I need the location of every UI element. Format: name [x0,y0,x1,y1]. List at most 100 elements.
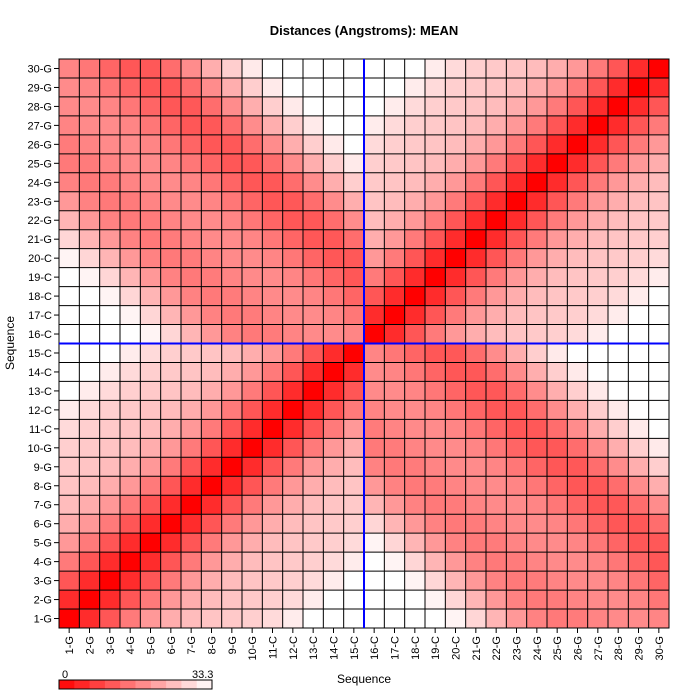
heatmap-cell [343,495,364,515]
heatmap-cell [587,172,608,192]
heatmap-cell [547,609,568,628]
heatmap-cell [282,115,303,135]
heatmap-cell [465,77,486,97]
heatmap-cell [567,115,588,135]
heatmap-cell [282,59,303,78]
heatmap-cell [343,172,364,192]
heatmap-cell [59,514,80,534]
heatmap-cell [160,286,181,306]
heatmap-cell [608,495,629,515]
heatmap-cell [160,571,181,591]
heatmap-cell [242,609,263,628]
heatmap-cell [99,324,120,344]
heatmap-cell [282,590,303,610]
heatmap-cell [242,191,263,211]
heatmap-cell [262,191,283,211]
heatmap-cell [384,210,405,230]
y-tick-label: 21-G [28,234,52,246]
heatmap-cell [567,77,588,97]
heatmap-cell [59,267,80,287]
heatmap-cell [262,438,283,458]
heatmap-cell [526,229,547,249]
heatmap-cell [506,96,527,116]
y-tick-label: 26-G [28,139,52,151]
heatmap-cell [445,96,466,116]
heatmap-cell [160,552,181,572]
x-tick-label: 23-G [512,636,524,660]
legend-swatch [104,680,121,689]
heatmap-cell [79,590,100,610]
heatmap-cell [404,115,425,135]
heatmap-cell [221,533,242,553]
heatmap-cell [628,305,649,325]
heatmap-cell [59,286,80,306]
heatmap-cell [404,77,425,97]
heatmap-cell [608,476,629,496]
heatmap-cell [547,172,568,192]
heatmap-cell [120,191,141,211]
heatmap-cell [303,286,324,306]
heatmap-cell [99,172,120,192]
heatmap-cell [425,419,446,439]
heatmap-cell [221,400,242,420]
heatmap-cell [59,153,80,173]
heatmap-cell [242,514,263,534]
heatmap-cell [567,267,588,287]
heatmap-cell [343,153,364,173]
heatmap-cell [160,609,181,628]
heatmap-cell [323,609,344,628]
heatmap-cell [201,134,222,154]
heatmap-cell [404,172,425,192]
heatmap-cell [648,552,669,572]
heatmap-cell [404,495,425,515]
x-tick-label: 20-C [451,636,463,660]
heatmap-cell [303,457,324,477]
heatmap-cell [343,59,364,78]
heatmap-cell [526,248,547,268]
legend-swatch [74,680,91,689]
heatmap-cell [160,77,181,97]
heatmap-cell [242,571,263,591]
heatmap-cell [608,153,629,173]
heatmap-cell [567,476,588,496]
heatmap-cell [364,343,385,363]
heatmap-cell [282,495,303,515]
heatmap-cell [506,476,527,496]
heatmap-cell [384,77,405,97]
heatmap-cell [303,571,324,591]
heatmap-cell [59,571,80,591]
y-tick-label: 15-C [28,348,52,360]
heatmap-cell [384,305,405,325]
heatmap-cell [608,362,629,382]
heatmap-cell [343,191,364,211]
heatmap-cell [547,438,568,458]
heatmap-cell [486,343,507,363]
heatmap-cell [608,134,629,154]
heatmap-cell [587,457,608,477]
heatmap-cell [425,362,446,382]
heatmap-cell [181,343,202,363]
heatmap-cell [160,153,181,173]
y-axis-ticks: 1-G 2-G 3-G 4-G 5-G 6-G 7-G 8-G 9-G 10-G 11-C 12-C 1… [28,63,59,626]
heatmap-cell [608,229,629,249]
heatmap-cell [120,248,141,268]
heatmap-cell [262,400,283,420]
heatmap-cell [140,419,161,439]
heatmap-cell [648,229,669,249]
heatmap-cell [242,153,263,173]
heatmap-cell [59,343,80,363]
heatmap-cell [140,115,161,135]
heatmap-cell [59,210,80,230]
heatmap-cell [221,476,242,496]
x-tick-label: 22-G [491,636,503,660]
heatmap-cell [404,153,425,173]
heatmap-cell [587,495,608,515]
heatmap-cell [140,514,161,534]
heatmap-cell [384,400,405,420]
heatmap-cell [547,400,568,420]
heatmap-cell [445,191,466,211]
heatmap-cell [201,571,222,591]
heatmap-cell [242,533,263,553]
heatmap-cell [445,495,466,515]
heatmap-cell [79,286,100,306]
